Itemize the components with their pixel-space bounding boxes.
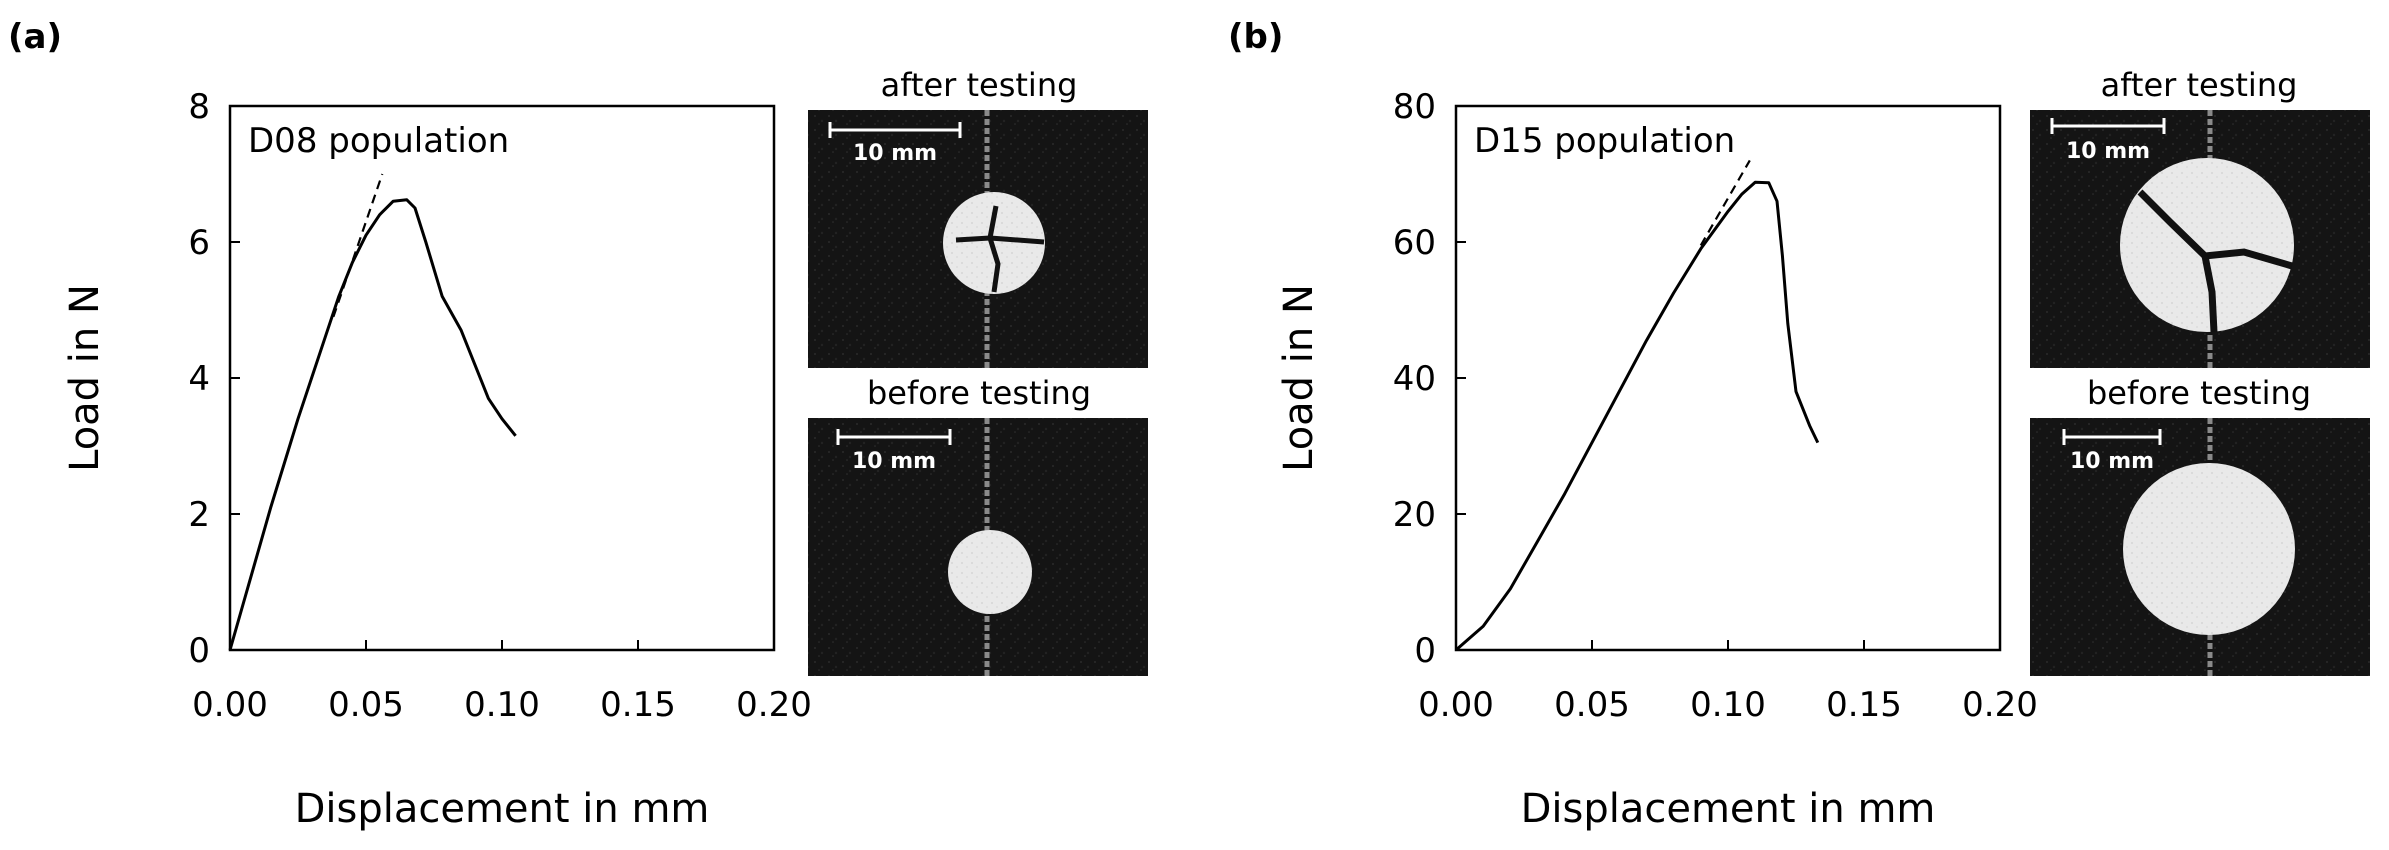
y-tick-label: 0 — [188, 631, 210, 671]
photo-b-after: after testing 10 mm — [2030, 66, 2370, 368]
photo-b-before: before testing 10 mm — [2030, 374, 2370, 676]
x-tick-label: 0.15 — [600, 685, 676, 725]
chart-a-xlabel: Displacement in mm — [295, 786, 710, 832]
y-tick-label: 6 — [188, 223, 210, 263]
specimen-a-intact — [948, 530, 1032, 614]
chart-b: 0.00 0.05 0.10 0.15 0.20 0 20 40 60 80 D15 popul… — [1276, 87, 2038, 832]
y-tick-label: 0 — [1414, 631, 1436, 671]
panel-b-label: (b) — [1228, 17, 1283, 57]
y-tick-label: 80 — [1393, 87, 1436, 127]
fit-line — [1699, 159, 1751, 246]
photo-b-before-scale: 10 mm — [2070, 449, 2154, 474]
x-tick-label: 0.05 — [328, 685, 404, 725]
photo-a-after-title: after testing — [881, 66, 1078, 104]
y-tick-label: 2 — [188, 495, 210, 535]
chart-b-ylabel: Load in N — [1276, 284, 1322, 472]
chart-b-frame — [1454, 104, 2002, 652]
specimen-b-cracked — [2120, 158, 2294, 332]
chart-a: 0.00 0.05 0.10 0.15 0.20 0 2 4 6 8 D08 populatio… — [62, 87, 812, 832]
chart-b-xticks: 0.00 0.05 0.10 0.15 0.20 — [1418, 640, 2038, 725]
y-tick-label: 60 — [1393, 223, 1436, 263]
photo-a-after: after testing 10 mm — [808, 66, 1148, 368]
x-tick-label: 0.20 — [1962, 685, 2038, 725]
chart-a-series — [228, 173, 517, 651]
load-curve — [1455, 180, 1820, 652]
y-tick-label: 20 — [1393, 495, 1436, 535]
x-tick-label: 0.05 — [1554, 685, 1630, 725]
chart-a-yticks: 0 2 4 6 8 — [188, 87, 240, 671]
photo-b-before-title: before testing — [2087, 374, 2311, 412]
y-tick-label: 40 — [1393, 359, 1436, 399]
photo-b-after-title: after testing — [2101, 66, 2298, 104]
photo-a-after-scale: 10 mm — [853, 141, 937, 166]
panel-a-label: (a) — [8, 17, 62, 57]
chart-b-series — [1455, 159, 1820, 652]
chart-a-ylabel: Load in N — [62, 284, 108, 472]
x-tick-label: 0.20 — [736, 685, 812, 725]
x-tick-label: 0.00 — [1418, 685, 1494, 725]
chart-a-annotation: D08 population — [248, 121, 509, 161]
y-tick-label: 4 — [188, 359, 210, 399]
x-tick-label: 0.10 — [464, 685, 540, 725]
x-tick-label: 0.00 — [192, 685, 268, 725]
chart-b-annotation: D15 population — [1474, 121, 1735, 161]
specimen-b-intact — [2123, 463, 2295, 635]
photo-a-before: before testing 10 mm — [808, 374, 1148, 676]
chart-a-xticks: 0.00 0.05 0.10 0.15 0.20 — [192, 640, 812, 725]
load-curve — [228, 198, 517, 651]
fit-line — [332, 173, 384, 318]
x-tick-label: 0.10 — [1690, 685, 1766, 725]
x-tick-label: 0.15 — [1826, 685, 1902, 725]
photo-a-before-title: before testing — [867, 374, 1091, 412]
photo-b-after-scale: 10 mm — [2066, 139, 2150, 164]
chart-b-xlabel: Displacement in mm — [1521, 786, 1936, 832]
chart-b-yticks: 0 20 40 60 80 — [1393, 87, 1466, 671]
y-tick-label: 8 — [188, 87, 210, 127]
photo-a-before-scale: 10 mm — [852, 449, 936, 474]
